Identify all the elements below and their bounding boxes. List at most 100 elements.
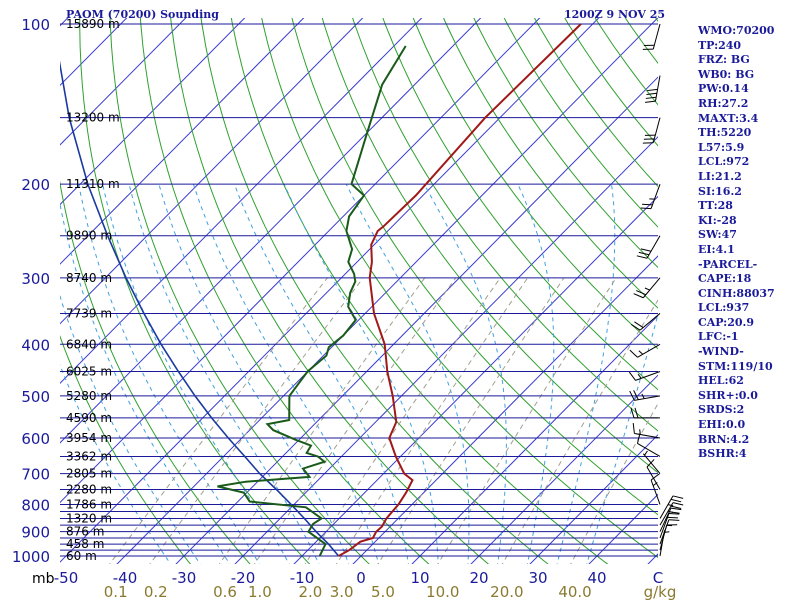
wind-barb-flag <box>634 321 644 329</box>
wind-barb-staff <box>650 183 661 209</box>
height-label: 15890 m <box>66 17 120 31</box>
moist-adiabat-line <box>102 183 290 564</box>
index-item: LFC:-1 <box>698 330 739 344</box>
isotherm-line <box>234 136 658 564</box>
mixing-ratio-label: 1.0 <box>248 583 272 600</box>
isotherm-line <box>60 18 423 384</box>
height-label: 11310 m <box>66 177 120 191</box>
moist-adiabat-line <box>60 363 172 564</box>
isotherm-line <box>116 18 658 564</box>
pressure-tick-label: 300 <box>21 270 50 288</box>
mixing-ratio-line <box>377 277 565 564</box>
index-item: MAXT:3.4 <box>698 111 759 125</box>
height-label: 1320 m <box>66 511 112 525</box>
wind-barb <box>633 277 661 299</box>
temperature-tick-label: 20 <box>469 569 488 587</box>
mixing-ratio-label: 5.0 <box>371 583 395 600</box>
wind-barb <box>659 513 680 539</box>
wind-barb-staff <box>642 453 661 474</box>
isotherm-line <box>60 18 246 206</box>
index-item: RH:27.2 <box>698 96 749 110</box>
height-label: 60 m <box>66 549 97 563</box>
moist-adiabat-line <box>586 312 658 564</box>
pressure-axis-title: mb <box>32 571 55 587</box>
index-item: KI:-28 <box>698 213 737 227</box>
isotherm-line <box>60 18 364 325</box>
isotherm-line <box>60 18 482 444</box>
height-label: 7739 m <box>66 306 112 320</box>
wind-barb <box>642 450 661 474</box>
wind-barb <box>659 519 680 545</box>
wind-barb-flag <box>633 390 639 400</box>
wind-barb-staff <box>650 479 661 505</box>
moist-adiabat-line <box>233 183 409 564</box>
temperature-axis-title: C <box>653 569 663 587</box>
wind-barb <box>642 117 661 144</box>
wind-barb-flag <box>642 203 653 206</box>
wind-barb-flag <box>645 96 657 99</box>
index-item: SI:16.2 <box>698 184 742 198</box>
isotherm-line <box>411 314 658 564</box>
wind-barb-staff <box>646 235 661 259</box>
wind-barb-staff <box>659 495 674 519</box>
moist-adiabat-line <box>517 183 555 564</box>
wind-barb-staff <box>659 519 670 545</box>
wind-barb-flag <box>646 459 655 468</box>
moist-adiabat-line <box>60 294 201 564</box>
moist-adiabat-line <box>158 183 350 564</box>
dry-adiabat-line <box>230 18 609 564</box>
moist-adiabat-line <box>192 183 380 564</box>
index-item: HEL:62 <box>698 374 744 388</box>
wind-barb-staff <box>654 75 661 102</box>
wind-barb-half-flag <box>638 350 644 355</box>
mixing-ratio-label: 20.0 <box>490 583 523 600</box>
dewpoint-trace <box>217 45 407 557</box>
wind-barb-half-flag <box>667 510 674 513</box>
wind-barb <box>630 407 660 419</box>
wind-barb <box>629 390 661 401</box>
wind-barb-flag <box>670 498 682 503</box>
moist-adiabat-line <box>283 183 439 564</box>
sounding-time: 1200Z 9 NOV 25 <box>564 8 666 21</box>
wind-barb-flag <box>670 507 682 511</box>
index-item: CINH:88037 <box>698 286 775 300</box>
mixing-ratio-line <box>501 299 658 564</box>
temperature-tick-label: -20 <box>231 569 256 587</box>
wind-barb <box>629 343 661 358</box>
index-item: SW:47 <box>698 228 737 242</box>
temperature-trace <box>338 23 582 557</box>
index-item: EHI:0.0 <box>698 418 746 432</box>
mixing-ratio-axis-title: g/kg <box>644 583 677 600</box>
mixing-ratio-label: 0.6 <box>213 583 237 600</box>
index-item: CAP:20.9 <box>698 315 755 329</box>
wind-barb <box>659 502 684 526</box>
index-item: SHR+:0.0 <box>698 388 758 402</box>
isotherm-line <box>60 18 305 265</box>
index-item: PW:0.14 <box>698 82 749 96</box>
moist-adiabat-line <box>345 183 470 564</box>
index-item: STM:119/10 <box>698 359 773 373</box>
index-item: BSHR:4 <box>698 447 747 461</box>
height-label: 2805 m <box>66 467 112 481</box>
temperature-tick-label: 30 <box>528 569 547 587</box>
height-label: 6840 m <box>66 337 112 351</box>
wind-barb-staff <box>637 443 661 457</box>
index-item: TH:5220 <box>698 126 752 140</box>
wind-barb-half-flag <box>667 504 674 507</box>
pressure-tick-label: 400 <box>21 336 50 354</box>
wind-barb-flag <box>668 513 680 515</box>
height-label: 9890 m <box>66 229 112 243</box>
mixing-ratio-label: 3.0 <box>330 583 354 600</box>
pressure-tick-label: 600 <box>21 430 50 448</box>
mixing-ratio-line <box>253 277 457 564</box>
wind-barb-flag <box>634 407 639 419</box>
height-label: 6025 m <box>66 365 112 379</box>
height-label: 3954 m <box>66 431 112 445</box>
temperature-tick-label: 0 <box>356 569 366 587</box>
temperature-tick-label: -40 <box>113 569 138 587</box>
wind-barb-staff <box>637 343 661 358</box>
index-item: BRN:4.2 <box>698 432 750 446</box>
wind-barb-half-flag <box>637 373 642 379</box>
wind-barb-half-flag <box>639 429 641 435</box>
wind-barb-flag <box>646 92 657 95</box>
